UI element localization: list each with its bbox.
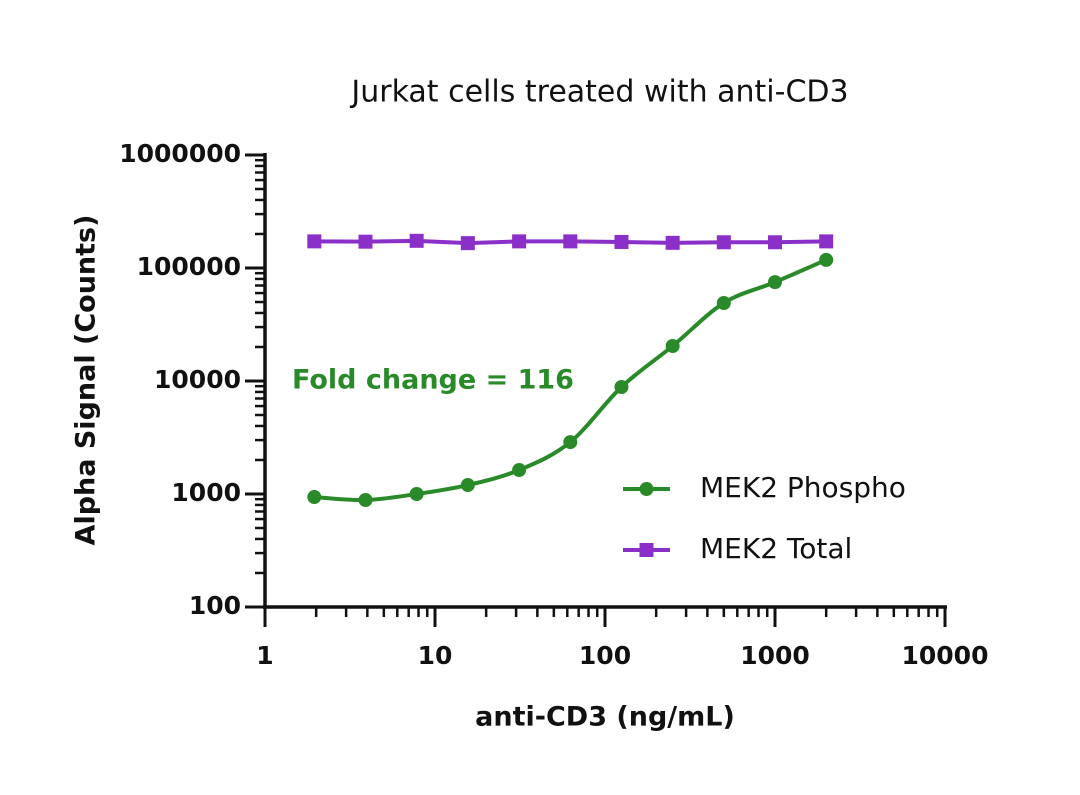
x-tick-label: 1000 — [740, 641, 810, 670]
x-axis-label: anti-CD3 (ng/mL) — [475, 702, 735, 733]
data-point — [665, 339, 680, 354]
y-tick-label: 10000 — [154, 365, 241, 394]
data-point — [307, 234, 322, 249]
x-tick-label: 100 — [579, 641, 631, 670]
data-point — [665, 235, 680, 250]
legend-label: MEK2 Total — [700, 532, 852, 565]
data-point — [307, 490, 322, 505]
annotation: Fold change = 116 — [292, 365, 574, 396]
data-point — [358, 234, 373, 249]
x-tick-label: 10 — [418, 641, 453, 670]
data-point — [819, 234, 834, 249]
data-point — [768, 235, 782, 250]
x-tick-label: 1 — [256, 641, 273, 670]
data-point — [409, 487, 424, 501]
data-point — [460, 236, 475, 251]
data-point — [512, 463, 527, 478]
data-point — [716, 235, 731, 250]
data-point — [460, 478, 475, 493]
data-point — [563, 435, 578, 450]
y-tick-label: 100 — [189, 591, 241, 620]
legend-marker — [639, 543, 654, 557]
data-point — [819, 252, 834, 267]
y-tick-label: 1000 — [171, 478, 241, 507]
data-point — [358, 492, 373, 507]
y-tick-label: 1000000 — [119, 139, 241, 168]
y-axis-label: Alpha Signal (Counts) — [71, 215, 102, 546]
data-point — [614, 234, 629, 249]
data-point — [563, 234, 578, 249]
data-point — [716, 296, 731, 311]
data-point — [409, 233, 424, 248]
data-point — [614, 379, 629, 394]
y-tick-label: 100000 — [137, 252, 241, 281]
chart-title: Jurkat cells treated with anti-CD3 — [349, 75, 848, 110]
legend-label: MEK2 Phospho — [700, 471, 906, 504]
legend-marker — [639, 482, 654, 496]
data-point — [768, 275, 782, 290]
data-point — [512, 234, 527, 249]
x-tick-label: 10000 — [902, 641, 989, 670]
